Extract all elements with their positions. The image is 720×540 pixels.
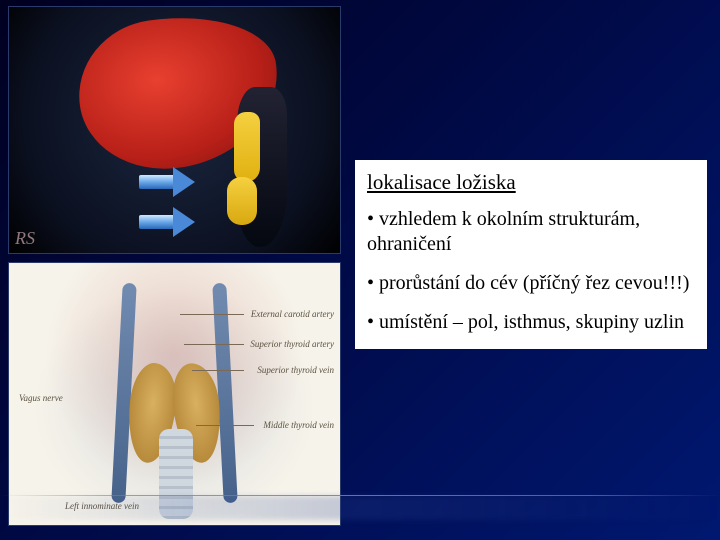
engraving-label: External carotid artery — [251, 309, 334, 319]
arrow-head — [173, 167, 195, 197]
bullet-3: • umístění – pol, isthmus, skupiny uzlin — [367, 310, 695, 335]
thyroid-engraving-image: External carotid artery Superior thyroid… — [8, 262, 341, 526]
slide-heading: lokalisace ložiska — [367, 170, 695, 195]
engraving-label: Superior thyroid vein — [257, 365, 334, 375]
engraving-label: Superior thyroid artery — [250, 339, 334, 349]
text-panel: lokalisace ložiska • vzhledem k okolním … — [355, 160, 707, 349]
tonsil-highlight-1 — [234, 112, 260, 182]
bullet-2: • prorůstání do cév (příčný řez cevou!!!… — [367, 271, 695, 296]
pointer-arrow-1 — [139, 167, 197, 197]
text-column: lokalisace ložiska • vzhledem k okolním … — [349, 0, 720, 540]
image-column: RS External carotid artery Superior thyr… — [0, 0, 349, 540]
footer-glow — [0, 496, 720, 520]
watermark-text: RS — [15, 228, 35, 249]
engraving-label: Vagus nerve — [19, 393, 63, 403]
tonsil-highlight-2 — [227, 177, 257, 225]
footer-divider — [0, 495, 720, 496]
leader-line — [192, 370, 244, 371]
slide-root: RS External carotid artery Superior thyr… — [0, 0, 720, 540]
sagittal-image: RS — [8, 6, 341, 254]
leader-line — [180, 314, 244, 315]
arrow-shaft — [139, 175, 175, 189]
leader-line — [184, 344, 244, 345]
arrow-head — [173, 207, 195, 237]
bullet-1: • vzhledem k okolním strukturám, ohranič… — [367, 207, 695, 257]
arrow-shaft — [139, 215, 175, 229]
leader-line — [196, 425, 254, 426]
pointer-arrow-2 — [139, 207, 197, 237]
engraving-label: Middle thyroid vein — [263, 420, 334, 430]
